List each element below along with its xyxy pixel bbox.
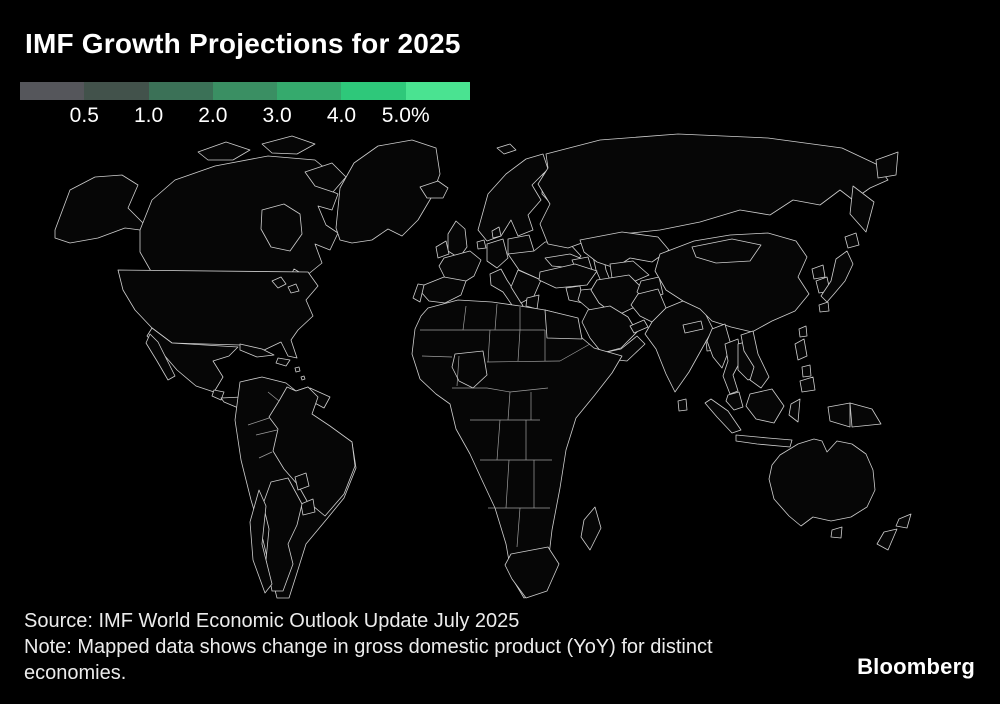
region-paraguay bbox=[294, 472, 310, 491]
legend-label: 5.0% bbox=[381, 104, 430, 127]
legend-segment bbox=[405, 82, 470, 100]
region-alaska bbox=[54, 174, 156, 244]
region-myanmar bbox=[706, 323, 732, 369]
region-cuba bbox=[239, 343, 275, 358]
region-papua-indonesia bbox=[827, 402, 851, 428]
legend-label: 1.0 bbox=[133, 104, 164, 127]
africa-border-lines bbox=[420, 303, 591, 548]
region-madagascar bbox=[580, 506, 602, 551]
bloomberg-logo: Bloomberg bbox=[857, 654, 975, 679]
region-argentina bbox=[262, 477, 303, 592]
region-papua-new-guinea bbox=[849, 402, 882, 428]
region-italy bbox=[489, 268, 524, 309]
region-hokkaido bbox=[844, 232, 860, 249]
world-map bbox=[54, 133, 912, 599]
region-mongolia bbox=[691, 238, 762, 264]
color-scale-legend: 0.5 1.0 2.0 3.0 4.0 5.0% bbox=[20, 82, 470, 130]
region-malaysia bbox=[725, 391, 744, 411]
region-sulawesi bbox=[788, 398, 801, 423]
region-china bbox=[654, 232, 810, 333]
region-caribbean-islands bbox=[294, 366, 306, 381]
page-title: IMF Growth Projections for 2025 bbox=[25, 28, 461, 59]
legend-segment bbox=[20, 82, 85, 100]
legend-segment bbox=[341, 82, 406, 100]
region-kyushu bbox=[818, 301, 830, 313]
region-svalbard bbox=[496, 143, 517, 155]
region-north-korea bbox=[811, 264, 826, 280]
region-baja-california bbox=[145, 333, 176, 381]
region-uruguay bbox=[300, 498, 316, 516]
legend-segment bbox=[277, 82, 342, 100]
region-gulf-states bbox=[629, 319, 649, 334]
region-kazakhstan bbox=[579, 231, 670, 269]
source-text: Source: IMF World Economic Outlook Updat… bbox=[24, 610, 520, 632]
legend-labels: 0.5 1.0 2.0 3.0 4.0 5.0% bbox=[20, 104, 470, 130]
region-new-zealand bbox=[895, 513, 912, 529]
region-chile bbox=[249, 489, 273, 594]
region-taiwan bbox=[798, 325, 808, 338]
legend-label: 2.0 bbox=[198, 104, 228, 127]
region-japan bbox=[820, 250, 854, 303]
region-norway-sweden bbox=[477, 153, 549, 242]
region-ireland bbox=[435, 240, 450, 259]
region-sumatra bbox=[704, 398, 742, 434]
region-sri-lanka bbox=[677, 398, 688, 412]
region-netherlands bbox=[476, 239, 487, 250]
region-portugal bbox=[412, 283, 425, 303]
region-egypt bbox=[544, 309, 583, 340]
region-spain bbox=[420, 276, 467, 304]
region-philippines bbox=[799, 376, 816, 393]
south-america-border-lines bbox=[247, 391, 280, 459]
region-russia bbox=[537, 133, 889, 249]
region-usa bbox=[117, 269, 319, 359]
region-borneo bbox=[745, 388, 785, 424]
region-saudi-arabia bbox=[581, 305, 638, 354]
note-text: Note: Mapped data shows change in gross … bbox=[24, 636, 713, 684]
region-south-africa bbox=[504, 546, 560, 599]
legend-label: 0.5 bbox=[69, 104, 99, 127]
region-arctic-island bbox=[261, 135, 316, 155]
legend-color-bar bbox=[20, 82, 470, 100]
region-java bbox=[735, 434, 793, 448]
region-chukotka bbox=[875, 151, 899, 179]
footer: Source: IMF World Economic Outlook Updat… bbox=[24, 608, 714, 686]
region-iran bbox=[590, 274, 642, 317]
region-iceland bbox=[419, 180, 449, 199]
region-kamchatka bbox=[849, 185, 875, 233]
region-great-lakes bbox=[271, 276, 300, 294]
legend-label: 3.0 bbox=[262, 104, 292, 127]
region-baffin-island bbox=[304, 162, 347, 193]
region-new-zealand bbox=[876, 528, 898, 551]
region-nepal bbox=[682, 320, 704, 334]
region-vietnam bbox=[740, 330, 770, 389]
legend-segment bbox=[148, 82, 213, 100]
region-hudson-bay bbox=[260, 203, 303, 252]
region-philippines bbox=[794, 338, 808, 361]
region-turkey bbox=[538, 263, 598, 289]
region-denmark bbox=[491, 226, 502, 239]
region-hispaniola bbox=[275, 357, 291, 367]
legend-label: 4.0 bbox=[326, 104, 357, 127]
region-philippines bbox=[801, 364, 812, 378]
region-germany bbox=[486, 238, 509, 269]
region-tasmania bbox=[830, 526, 843, 539]
region-australia bbox=[768, 438, 876, 527]
region-guatemala bbox=[211, 389, 225, 401]
legend-segment bbox=[84, 82, 149, 100]
region-brazil bbox=[268, 386, 356, 517]
region-arctic-island bbox=[197, 141, 251, 161]
legend-segment bbox=[212, 82, 278, 100]
